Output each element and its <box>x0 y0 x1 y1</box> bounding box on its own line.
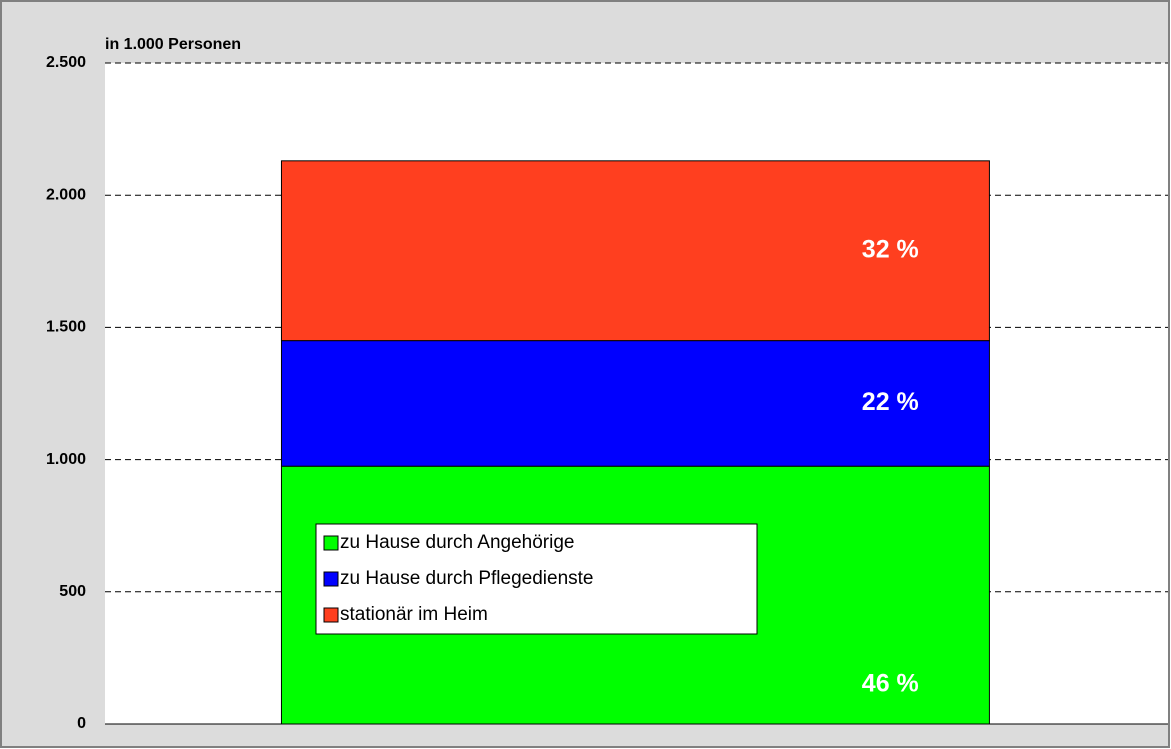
data-label: 46 % <box>862 670 919 698</box>
data-label: 22 % <box>862 388 919 416</box>
y-tick-label: 0 <box>77 715 86 732</box>
y-tick-label: 1.000 <box>46 451 86 468</box>
data-label: 32 % <box>862 235 919 263</box>
legend-swatch <box>323 571 339 587</box>
legend-swatch <box>323 535 339 551</box>
legend-label: zu Hause durch Angehörige <box>340 532 575 553</box>
legend-label: zu Hause durch Pflegedienste <box>340 568 594 589</box>
bar-segment <box>280 160 990 342</box>
y-tick-label: 500 <box>59 583 86 600</box>
y-tick-label: 2.000 <box>46 186 86 203</box>
axis-label: in 1.000 Personen <box>105 36 241 53</box>
bar-segment <box>280 340 990 467</box>
y-tick-label: 1.500 <box>46 319 86 336</box>
legend-box <box>315 523 758 635</box>
legend-label: stationär im Heim <box>340 604 488 625</box>
legend-swatch <box>323 607 339 623</box>
y-tick-label: 2.500 <box>46 54 86 71</box>
